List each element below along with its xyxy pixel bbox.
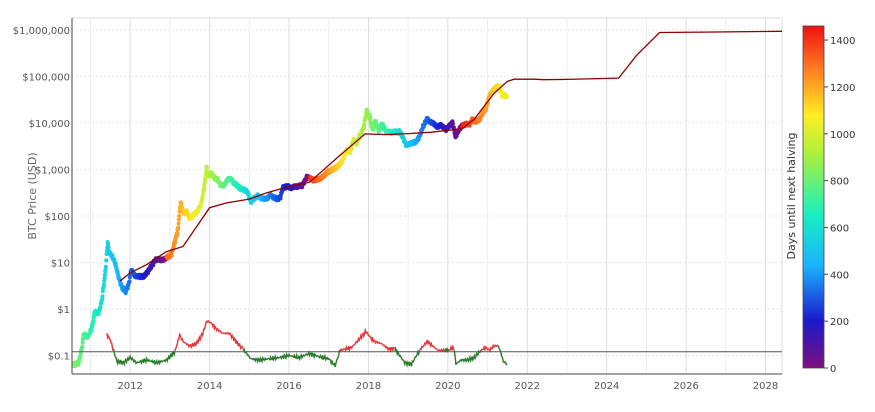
colorbar: 0 200 400 600 800 1000 1200 1400 Days until nex… <box>785 25 855 375</box>
price-point <box>169 253 174 258</box>
ratio-line <box>443 347 450 353</box>
plot-area <box>71 17 783 375</box>
price-point <box>368 116 373 121</box>
y-axis-title: BTC Price (USD) <box>26 152 39 239</box>
price-point <box>362 122 367 127</box>
x-tick-label: 2016 <box>276 381 301 392</box>
price-point <box>450 121 455 126</box>
x-tick-label: 2020 <box>435 381 460 392</box>
price-point <box>103 267 108 272</box>
colorbar-tick-labels: 0 200 400 600 800 1000 1200 1400 <box>824 36 855 375</box>
price-point <box>179 201 184 206</box>
x-tick-label: 2022 <box>515 381 540 392</box>
colorbar-gradient <box>802 25 825 369</box>
y-tick-label: $1 <box>57 305 70 316</box>
price-point <box>104 258 109 263</box>
price-point <box>349 147 354 152</box>
price-point <box>203 177 208 182</box>
ratio-line <box>418 339 445 352</box>
price-point <box>78 354 83 359</box>
plot-layer <box>72 30 782 369</box>
ratio-line <box>242 347 341 368</box>
price-point <box>175 230 180 236</box>
x-tick-label: 2014 <box>197 381 222 392</box>
x-tick-label: 2018 <box>356 381 381 392</box>
ratio-line <box>453 349 482 366</box>
colorbar-tick-label: 600 <box>830 223 849 234</box>
colorbar-tick-label: 200 <box>830 317 849 328</box>
y-tick-label: $100,000 <box>22 72 70 83</box>
price-point <box>98 305 103 310</box>
y-tick-label: $1,000,000 <box>13 26 70 37</box>
price-point <box>91 319 96 324</box>
ratio-line <box>394 346 421 368</box>
x-tick-label: 2026 <box>673 381 698 392</box>
price-point <box>504 94 509 99</box>
ratio-line <box>106 332 114 351</box>
trend-line <box>119 30 782 282</box>
x-tick-labels: 2012 2014 2016 2018 2020 2022 2024 2026 2028 <box>117 381 778 392</box>
colorbar-tick-label: 1000 <box>830 130 855 141</box>
colorbar-tick-label: 1200 <box>830 83 855 94</box>
y-tick-label: $10 <box>51 258 70 269</box>
price-point <box>176 221 181 226</box>
y-tick-label: $0.1 <box>48 351 70 362</box>
y-tick-label: $1,000 <box>35 165 70 176</box>
price-point <box>177 213 182 219</box>
ratio-lines <box>106 319 508 368</box>
price-point <box>101 282 106 287</box>
price-point <box>80 340 85 345</box>
x-tick-label: 2012 <box>117 381 142 392</box>
price-point <box>176 225 181 230</box>
y-tick-label: $10,000 <box>29 119 70 130</box>
ratio-line <box>449 344 455 352</box>
trend-line-group <box>119 30 782 282</box>
price-point <box>200 192 205 198</box>
price-point <box>176 217 181 222</box>
price-point <box>106 245 111 250</box>
y-tick-labels: $0.1 $1 $10 $100 $1,000 $10,000 $100,000 $1,000… <box>13 26 70 363</box>
grid-lines <box>72 18 782 374</box>
x-tick-label: 2024 <box>594 381 619 392</box>
price-point <box>204 165 209 170</box>
price-point <box>102 272 107 278</box>
colorbar-tick-label: 1400 <box>830 36 855 47</box>
price-point <box>102 276 107 281</box>
price-point <box>278 196 283 201</box>
colorbar-tick-label: 400 <box>830 270 849 281</box>
colorbar-title: Days until next halving <box>785 133 798 260</box>
ratio-line <box>174 319 244 352</box>
y-tick-label: $100 <box>45 212 70 223</box>
colorbar-tick-label: 0 <box>830 364 836 375</box>
price-point <box>103 264 108 269</box>
price-dots <box>72 82 509 369</box>
ratio-line <box>112 348 176 367</box>
ratio-line <box>497 345 508 366</box>
ratio-line <box>480 343 499 353</box>
colorbar-tick-label: 800 <box>830 177 849 188</box>
price-point <box>80 344 85 349</box>
x-tick-label: 2028 <box>753 381 778 392</box>
price-point <box>127 279 132 284</box>
ratio-line <box>339 327 396 354</box>
price-point <box>100 294 105 299</box>
price-point <box>202 186 207 191</box>
